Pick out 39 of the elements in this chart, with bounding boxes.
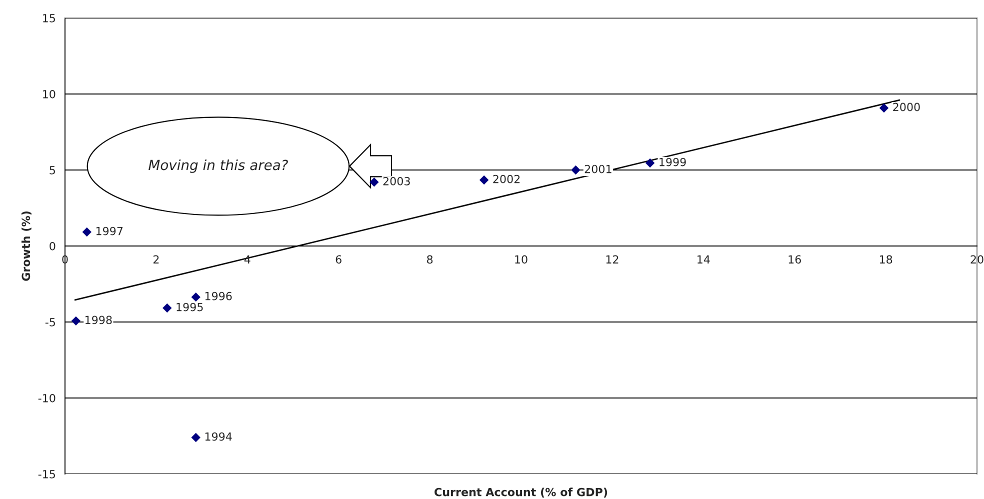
x-tick-label: 2 [153,255,159,264]
y-tick-label: 10 [43,90,56,98]
y-tick-label: 15 [43,14,55,22]
y-tick-label: -15 [38,470,55,478]
x-tick-label: 18 [880,255,892,264]
annotation: 2003 [383,176,410,186]
x-tick-label: 14 [698,255,710,264]
y-tick-label: 0 [50,242,56,250]
annotation: 1999 [660,158,686,166]
point [645,158,655,168]
annotation: Moving in this area? [148,159,288,173]
point [370,178,379,187]
point [191,292,200,302]
point [82,227,92,237]
x-tick-label: 20 [970,255,984,264]
y-tick-label: 5 [50,166,55,174]
annotation: 2000 [893,102,920,112]
x-tick-label: 16 [788,255,801,264]
x-axis-title: Current Account (% of GDP) [434,488,608,498]
y-axis-title: Growth (%) [22,212,32,281]
point [191,432,200,442]
x-tick-label: 8 [427,255,433,264]
annotation: 1994 [205,432,232,441]
annotation: 2001 [584,164,612,174]
y-tick-label: -10 [38,394,56,402]
point [162,303,172,313]
y-tick-label: -5 [45,318,55,326]
point [879,103,889,113]
annotation: 1996 [205,292,232,300]
annotation: 2002 [493,174,520,184]
point [71,316,81,326]
annotation: 1998 [86,316,112,324]
point [479,175,489,185]
x-tick-label: 12 [606,255,618,264]
point [571,165,580,175]
annotation: 1997 [96,226,123,236]
x-tick-label: 6 [336,255,342,264]
annotation: 1995 [176,302,203,312]
x-tick-label: 10 [515,255,528,264]
